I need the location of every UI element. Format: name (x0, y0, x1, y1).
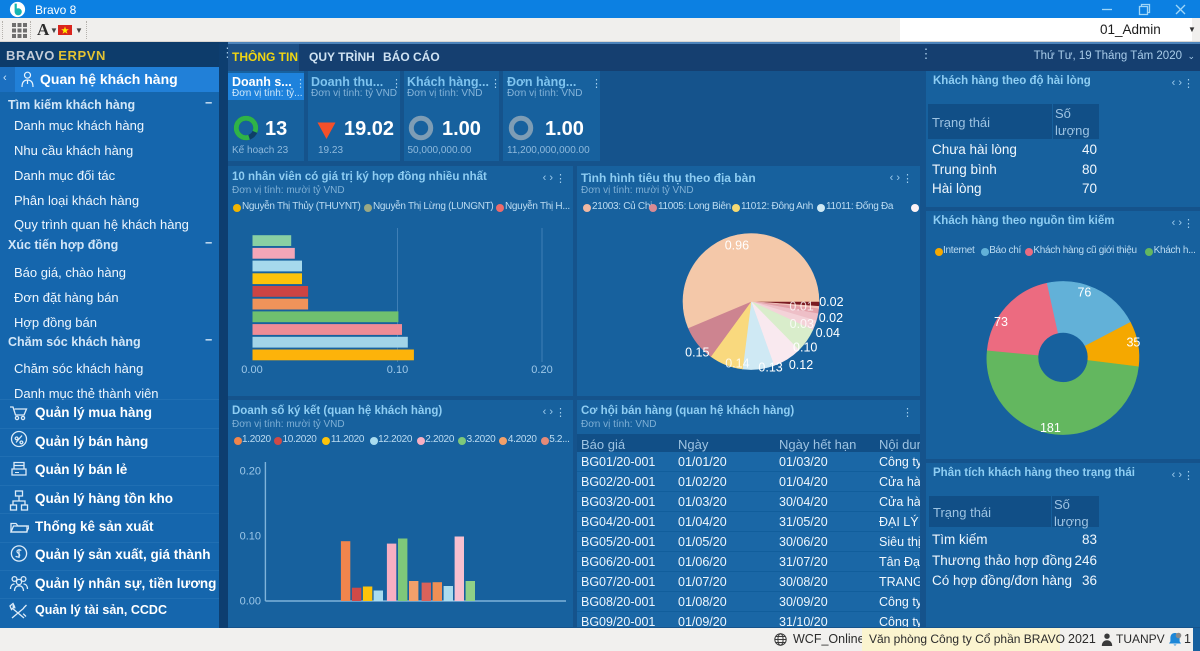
svg-text:0.10: 0.10 (387, 364, 408, 376)
svg-text:0.02: 0.02 (819, 311, 843, 325)
svg-text:0.03: 0.03 (790, 317, 814, 331)
svg-text:0.96: 0.96 (725, 239, 749, 253)
svg-text:0.14: 0.14 (725, 357, 749, 371)
svg-text:0.15: 0.15 (685, 346, 709, 360)
svg-text:0.20: 0.20 (240, 466, 261, 478)
svg-text:73: 73 (994, 315, 1008, 329)
svg-text:0.12: 0.12 (789, 358, 813, 372)
svg-text:0.02: 0.02 (819, 295, 843, 309)
svg-text:0.10: 0.10 (793, 341, 817, 355)
svg-text:0.10: 0.10 (240, 531, 261, 543)
svg-text:76: 76 (1077, 285, 1091, 299)
svg-text:0.04: 0.04 (816, 326, 840, 340)
svg-text:0.13: 0.13 (758, 360, 782, 374)
svg-text:0.01: 0.01 (789, 300, 813, 314)
svg-text:0.20: 0.20 (531, 364, 552, 376)
svg-text:0.00: 0.00 (240, 596, 261, 608)
svg-text:0.00: 0.00 (241, 364, 262, 376)
svg-text:35: 35 (1126, 336, 1140, 350)
svg-text:181: 181 (1040, 421, 1061, 435)
